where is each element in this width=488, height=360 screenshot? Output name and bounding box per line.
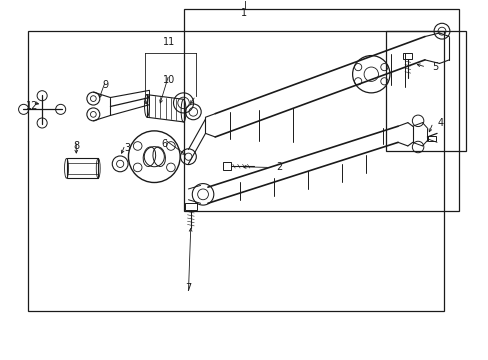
Text: 2: 2	[276, 162, 282, 172]
Text: 11: 11	[163, 37, 175, 47]
Text: 5: 5	[431, 62, 438, 72]
Bar	[183, 9, 458, 211]
Text: 6: 6	[161, 139, 167, 149]
Text: 9: 9	[102, 80, 108, 90]
Bar	[222, 162, 231, 170]
Text: 10: 10	[163, 75, 175, 85]
Bar	[184, 203, 196, 210]
Bar	[66, 158, 98, 178]
Text: 1: 1	[241, 8, 247, 18]
Bar	[27, 31, 444, 311]
Text: 4: 4	[436, 118, 442, 128]
Text: 12: 12	[26, 102, 39, 112]
Bar	[385, 31, 466, 151]
Text: 8: 8	[73, 141, 79, 151]
Text: 7: 7	[185, 283, 191, 293]
Bar	[403, 53, 411, 59]
Bar	[427, 136, 435, 141]
Text: 3: 3	[124, 143, 130, 153]
